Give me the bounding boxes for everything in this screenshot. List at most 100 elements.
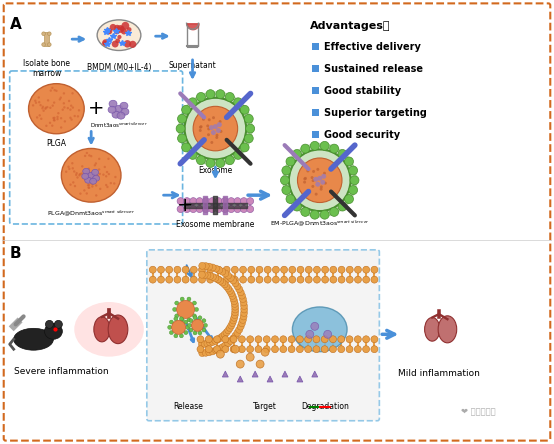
Circle shape xyxy=(174,266,181,273)
Ellipse shape xyxy=(91,169,99,175)
Circle shape xyxy=(197,346,204,353)
Circle shape xyxy=(66,107,69,109)
Circle shape xyxy=(235,326,243,333)
Circle shape xyxy=(63,92,65,95)
Ellipse shape xyxy=(61,148,121,202)
Circle shape xyxy=(247,346,254,353)
Circle shape xyxy=(199,125,203,128)
Circle shape xyxy=(216,134,218,137)
Circle shape xyxy=(228,322,235,329)
Circle shape xyxy=(214,276,222,283)
Circle shape xyxy=(230,295,237,302)
Circle shape xyxy=(330,144,338,153)
Polygon shape xyxy=(44,32,49,46)
Circle shape xyxy=(230,317,237,324)
Circle shape xyxy=(240,309,248,317)
Bar xyxy=(312,87,319,94)
Circle shape xyxy=(227,325,233,332)
Circle shape xyxy=(182,266,189,273)
Ellipse shape xyxy=(193,106,238,151)
Text: Mild inflammation: Mild inflammation xyxy=(398,369,480,378)
Circle shape xyxy=(107,158,110,160)
Ellipse shape xyxy=(172,321,186,334)
Text: Release: Release xyxy=(173,402,203,411)
Polygon shape xyxy=(282,371,288,377)
Circle shape xyxy=(188,151,197,159)
Circle shape xyxy=(330,276,337,283)
Circle shape xyxy=(305,266,312,273)
Circle shape xyxy=(52,117,55,119)
Circle shape xyxy=(193,316,197,320)
Circle shape xyxy=(76,176,79,178)
Circle shape xyxy=(65,170,68,173)
Circle shape xyxy=(234,329,241,336)
Circle shape xyxy=(202,198,209,205)
Circle shape xyxy=(305,276,312,283)
Circle shape xyxy=(199,129,202,132)
Circle shape xyxy=(232,312,238,318)
Circle shape xyxy=(355,266,361,273)
Circle shape xyxy=(321,346,328,353)
Polygon shape xyxy=(283,143,357,217)
Circle shape xyxy=(310,210,319,219)
Circle shape xyxy=(209,338,216,345)
Circle shape xyxy=(281,276,288,283)
Circle shape xyxy=(217,350,224,358)
Circle shape xyxy=(72,181,74,183)
Circle shape xyxy=(225,156,234,165)
Circle shape xyxy=(255,346,262,353)
Circle shape xyxy=(40,118,43,120)
Circle shape xyxy=(207,339,214,346)
Circle shape xyxy=(74,185,76,187)
Circle shape xyxy=(113,182,115,185)
Circle shape xyxy=(263,336,270,343)
Circle shape xyxy=(209,348,216,355)
Circle shape xyxy=(157,266,165,273)
Circle shape xyxy=(201,341,208,347)
Ellipse shape xyxy=(109,100,117,107)
Circle shape xyxy=(63,106,65,109)
Circle shape xyxy=(261,348,269,356)
Circle shape xyxy=(231,297,238,305)
Circle shape xyxy=(80,172,83,175)
Circle shape xyxy=(88,184,90,186)
Circle shape xyxy=(281,266,288,273)
Circle shape xyxy=(188,323,192,327)
Circle shape xyxy=(175,301,179,305)
Circle shape xyxy=(346,266,353,273)
Circle shape xyxy=(232,301,238,307)
Circle shape xyxy=(209,206,216,213)
Circle shape xyxy=(232,280,239,287)
Circle shape xyxy=(223,276,230,283)
Circle shape xyxy=(280,346,287,353)
Circle shape xyxy=(86,152,88,154)
Circle shape xyxy=(110,24,116,31)
Text: EM-PLGA@Dnmt3aos$^{smart\ silencer}$: EM-PLGA@Dnmt3aos$^{smart\ silencer}$ xyxy=(270,218,370,228)
Circle shape xyxy=(115,38,120,43)
Text: A: A xyxy=(9,17,22,32)
Circle shape xyxy=(228,290,235,297)
Circle shape xyxy=(102,39,109,46)
Circle shape xyxy=(53,119,55,121)
Circle shape xyxy=(231,314,238,321)
Circle shape xyxy=(129,41,136,48)
Circle shape xyxy=(63,102,65,104)
Circle shape xyxy=(211,130,216,135)
Circle shape xyxy=(38,96,40,99)
Circle shape xyxy=(179,334,183,338)
Circle shape xyxy=(232,306,239,313)
Circle shape xyxy=(35,102,37,104)
Ellipse shape xyxy=(48,32,51,36)
Circle shape xyxy=(170,320,173,324)
Ellipse shape xyxy=(297,158,342,202)
Circle shape xyxy=(315,193,317,196)
Text: Sustained release: Sustained release xyxy=(324,64,423,74)
Circle shape xyxy=(190,198,197,205)
Circle shape xyxy=(311,179,315,182)
Circle shape xyxy=(91,183,94,185)
Circle shape xyxy=(41,107,44,110)
Circle shape xyxy=(234,206,241,213)
Circle shape xyxy=(286,157,295,166)
Circle shape xyxy=(105,175,107,178)
Circle shape xyxy=(238,292,245,299)
